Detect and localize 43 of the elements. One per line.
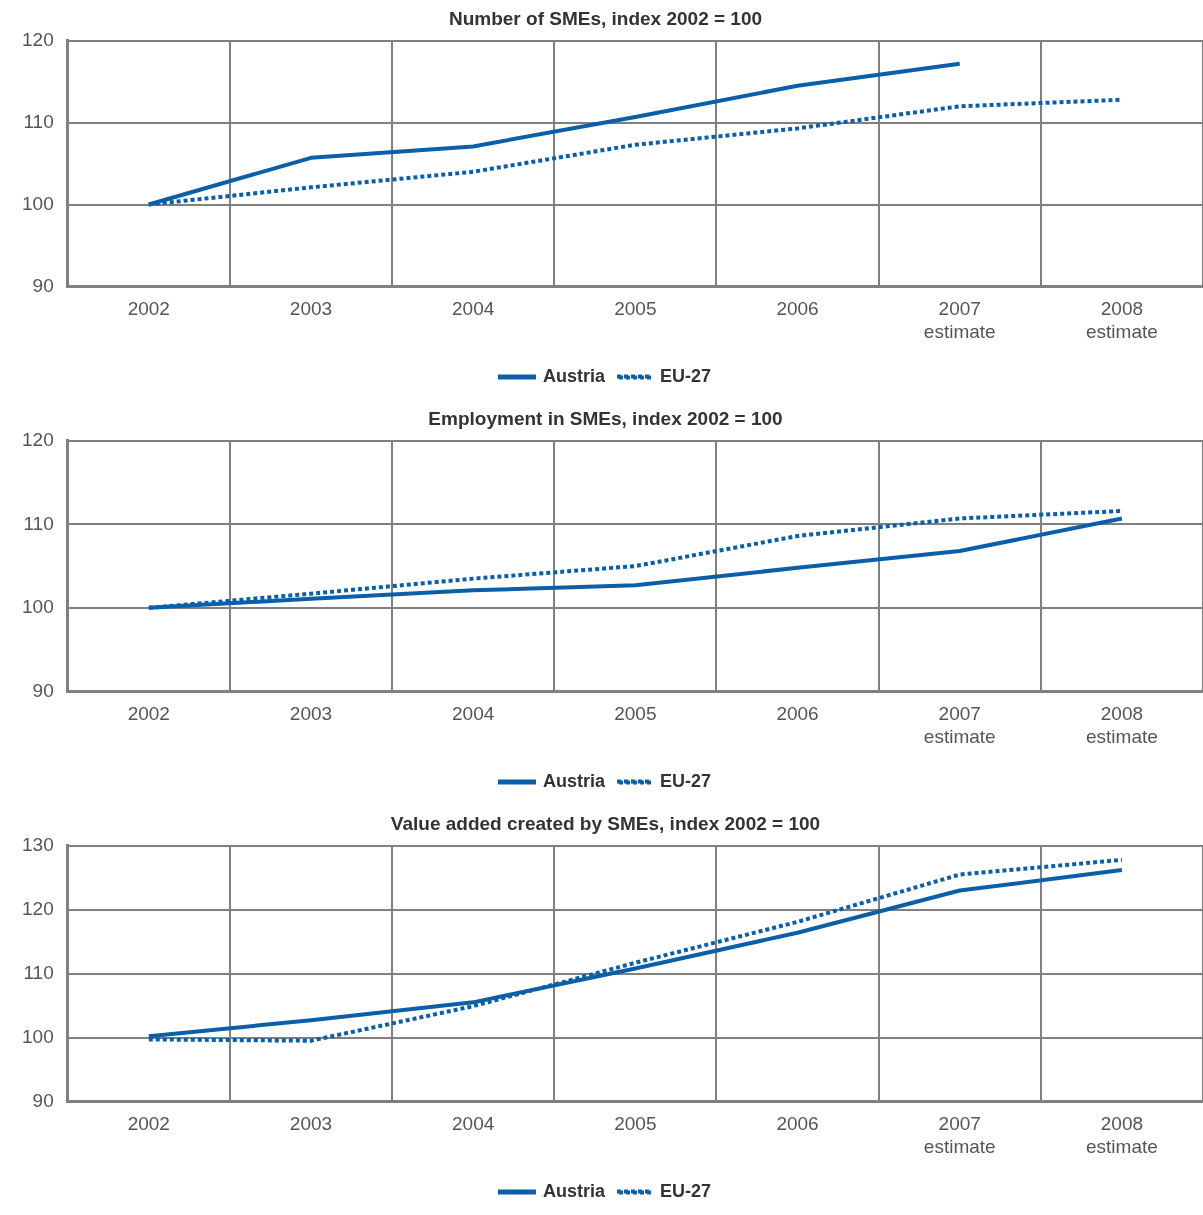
x-tick-label: 2005	[614, 703, 657, 725]
y-tick-label: 90	[32, 679, 54, 701]
x-tick-label: 2007 estimate	[923, 1113, 996, 1157]
chart-title: Employment in SMEs, index 2002 = 100	[428, 407, 783, 429]
x-tick-label: 2006	[776, 703, 819, 725]
x-tick-label: 2002	[127, 703, 170, 725]
x-tick-label: 2005	[614, 298, 657, 320]
x-tick-label: 2007 estimate	[923, 298, 996, 342]
y-tick-label: 100	[22, 192, 54, 214]
legend-label: EU-27	[660, 770, 712, 791]
x-tick-label: 2005	[614, 1113, 657, 1135]
legend-label: EU-27	[660, 1180, 712, 1201]
x-tick-label: 2006	[776, 298, 819, 320]
x-tick-label: 2004	[452, 1113, 495, 1135]
y-tick-label: 110	[23, 512, 54, 534]
y-tick-label: 120	[22, 897, 54, 919]
chart-title: Number of SMEs, index 2002 = 100	[448, 7, 763, 29]
x-tick-label: 2008 estimate	[1086, 298, 1158, 342]
x-tick-label: 2008 estimate	[1086, 703, 1158, 747]
y-tick-label: 100	[22, 1025, 54, 1047]
y-tick-label: 110	[23, 110, 54, 132]
x-tick-label: 2002	[127, 1113, 170, 1135]
x-tick-label: 2004	[452, 298, 495, 320]
y-tick-label: 90	[32, 274, 54, 296]
legend-label: EU-27	[660, 365, 712, 386]
legend-label: Austria	[542, 365, 606, 386]
x-tick-label: 2003	[289, 298, 333, 320]
y-tick-label: 110	[23, 961, 54, 983]
x-tick-label: 2004	[452, 703, 495, 725]
y-tick-label: 90	[32, 1089, 54, 1111]
x-tick-label: 2003	[289, 1113, 333, 1135]
y-tick-label: 120	[22, 429, 54, 451]
x-tick-label: 2007 estimate	[923, 703, 996, 747]
legend-label: Austria	[542, 1180, 606, 1201]
chart-title: Value added created by SMEs, index 2002 = 100	[390, 812, 821, 834]
y-tick-label: 100	[22, 596, 54, 618]
y-tick-label: 120	[22, 29, 54, 51]
y-tick-label: 130	[22, 834, 54, 856]
legend-label: Austria	[542, 770, 606, 791]
x-tick-label: 2008 estimate	[1086, 1113, 1158, 1157]
x-tick-label: 2003	[289, 703, 333, 725]
x-tick-label: 2002	[127, 298, 170, 320]
x-tick-label: 2006	[776, 1113, 819, 1135]
